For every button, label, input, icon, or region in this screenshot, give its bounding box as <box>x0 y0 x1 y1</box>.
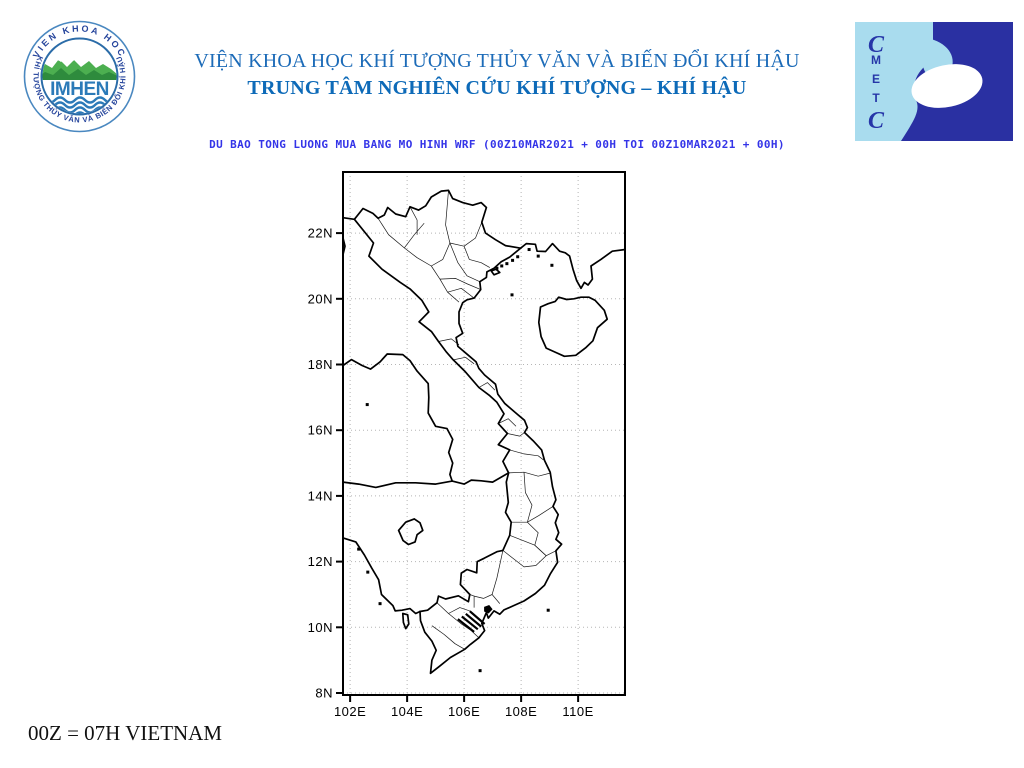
lon-tick-label: 110E <box>562 704 593 719</box>
lat-tick-label: 8N <box>315 686 333 701</box>
province-boundary <box>449 222 483 247</box>
island-speck <box>357 547 361 551</box>
coastline <box>401 612 410 630</box>
imhen-mountains-front <box>42 68 117 80</box>
lat-tick-label: 18N <box>308 357 333 372</box>
island-speck <box>511 258 515 262</box>
province-boundary <box>431 625 465 650</box>
lat-tick-label: 10N <box>308 620 333 635</box>
province-boundary <box>448 607 470 614</box>
province-boundary <box>498 418 517 427</box>
imhen-inner-ring <box>40 37 119 116</box>
timezone-note: 00Z = 07H VIETNAM <box>28 721 223 745</box>
imhen-acronym: IMHEN <box>50 79 109 100</box>
province-boundary <box>431 190 451 267</box>
province-boundary <box>469 594 475 608</box>
province-boundary <box>404 222 425 249</box>
lat-tick-label: 20N <box>308 291 333 306</box>
lon-tick-label: 104E <box>391 704 423 719</box>
island-speck <box>365 403 369 407</box>
lat-tick-label: 16N <box>308 423 333 438</box>
imhen-logo: VIEN KHOA HOC KHÍ TƯỢNG THỦY VĂN VÀ BIẾN… <box>23 20 136 133</box>
province-boundary <box>463 246 490 268</box>
province-boundary <box>449 242 480 283</box>
metc-letter-c2: C <box>868 108 885 134</box>
island-speck <box>378 602 382 606</box>
island-speck <box>536 254 540 258</box>
coastline <box>419 472 513 613</box>
center-title: TRUNG TÂM NGHIÊN CỨU KHÍ TƯỢNG – KHÍ HẬU <box>247 77 747 99</box>
metc-letter-m: M <box>871 53 881 67</box>
province-boundary <box>431 265 460 303</box>
lon-tick-label: 108E <box>505 704 537 719</box>
imhen-logo-svg: VIEN KHOA HOC KHÍ TƯỢNG THỦY VĂN VÀ BIẾN… <box>23 20 136 133</box>
province-boundary <box>447 287 475 299</box>
coastline <box>342 480 454 489</box>
coastline <box>537 296 609 358</box>
island-speck <box>505 262 509 266</box>
province-boundary <box>509 449 544 461</box>
province-boundary <box>507 432 525 437</box>
coastline <box>419 247 563 675</box>
river-branch <box>461 615 479 631</box>
province-boundary <box>509 534 557 557</box>
river-branch <box>465 612 482 628</box>
metc-logo-svg: C M E T C <box>855 22 1013 141</box>
province-boundary <box>453 356 475 365</box>
coastline <box>342 537 421 615</box>
header: VIỆN KHOA HỌC KHÍ TƯỢNG THỦY VĂN VÀ BIẾN… <box>140 50 854 100</box>
lon-tick-label: 106E <box>448 704 480 719</box>
province-boundary <box>409 206 418 235</box>
province-boundary <box>523 472 533 523</box>
coastline <box>342 353 454 482</box>
lat-tick-label: 12N <box>308 554 333 569</box>
river-branch <box>469 610 486 625</box>
coastline <box>342 189 522 250</box>
province-boundary <box>478 382 496 391</box>
metc-white-ellipse <box>911 64 983 108</box>
metc-logo: C M E T C <box>855 22 1013 141</box>
island-speck <box>516 255 520 259</box>
coastline <box>353 218 511 474</box>
province-boundary <box>439 278 481 290</box>
province-boundary <box>527 521 547 556</box>
island-speck <box>510 293 514 297</box>
lat-tick-label: 22N <box>308 226 333 241</box>
coastline <box>451 472 510 485</box>
river-branch <box>457 618 475 633</box>
metc-letter-c1: C <box>868 32 885 58</box>
province-boundary <box>502 550 547 568</box>
island-speck <box>527 248 531 252</box>
lon-tick-label: 102E <box>334 704 366 719</box>
forecast-subtitle: DU BAO TONG LUONG MUA BANG MO HINH WRF (… <box>209 138 785 151</box>
coastline <box>397 518 424 546</box>
coastline <box>490 268 501 276</box>
province-boundary <box>474 594 501 604</box>
map-frame <box>342 171 626 696</box>
coastline <box>342 237 346 256</box>
province-boundary <box>491 550 504 595</box>
island-speck <box>366 570 370 574</box>
island-speck <box>478 669 482 673</box>
coastline <box>519 242 627 290</box>
province-boundary <box>508 471 552 477</box>
institute-title: VIỆN KHOA HỌC KHÍ TƯỢNG THỦY VĂN VÀ BIẾN… <box>194 50 800 72</box>
island-speck <box>500 264 504 268</box>
island-speck <box>550 263 554 267</box>
land-blob <box>484 605 493 614</box>
metc-letter-t: T <box>872 91 880 105</box>
metc-letter-e: E <box>872 72 880 86</box>
lat-tick-label: 14N <box>308 488 333 503</box>
province-boundary <box>511 506 554 523</box>
province-boundary <box>377 218 432 267</box>
island-speck <box>495 266 499 270</box>
island-speck <box>546 608 550 612</box>
